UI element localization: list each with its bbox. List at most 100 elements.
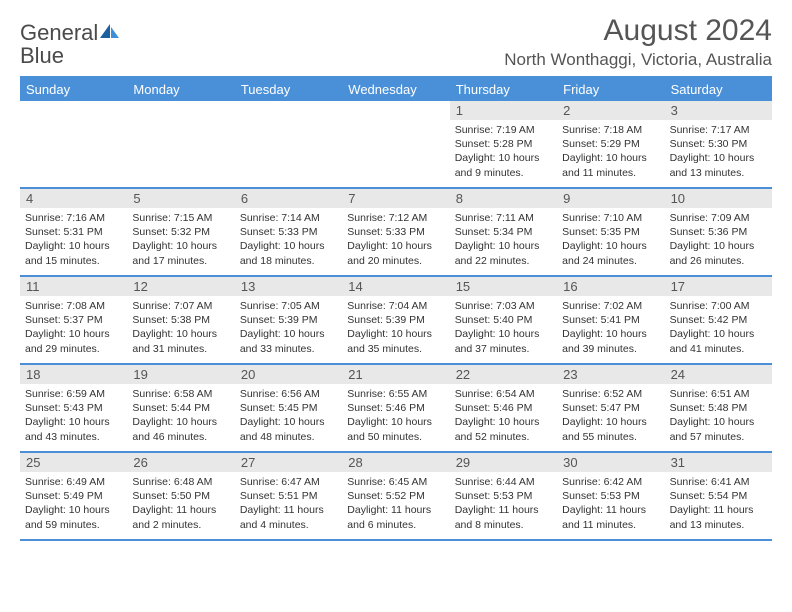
day-cell: 25Sunrise: 6:49 AMSunset: 5:49 PMDayligh…	[20, 453, 127, 539]
daylight-text: Daylight: 10 hours and 55 minutes.	[562, 415, 659, 443]
sunrise-text: Sunrise: 6:51 AM	[670, 387, 767, 401]
sunset-text: Sunset: 5:46 PM	[455, 401, 552, 415]
sunset-text: Sunset: 5:45 PM	[240, 401, 337, 415]
day-header-saturday: Saturday	[665, 79, 772, 101]
day-number: 25	[20, 453, 127, 472]
daylight-text: Daylight: 10 hours and 57 minutes.	[670, 415, 767, 443]
day-info: Sunrise: 7:02 AMSunset: 5:41 PMDaylight:…	[557, 296, 664, 362]
sunset-text: Sunset: 5:39 PM	[347, 313, 444, 327]
day-number: 21	[342, 365, 449, 384]
sunrise-text: Sunrise: 7:02 AM	[562, 299, 659, 313]
day-info: Sunrise: 7:00 AMSunset: 5:42 PMDaylight:…	[665, 296, 772, 362]
day-cell: 5Sunrise: 7:15 AMSunset: 5:32 PMDaylight…	[127, 189, 234, 275]
day-number: 8	[450, 189, 557, 208]
week-row: 1Sunrise: 7:19 AMSunset: 5:28 PMDaylight…	[20, 101, 772, 189]
sunrise-text: Sunrise: 7:08 AM	[25, 299, 122, 313]
day-info: Sunrise: 7:04 AMSunset: 5:39 PMDaylight:…	[342, 296, 449, 362]
daylight-text: Daylight: 11 hours and 11 minutes.	[562, 503, 659, 531]
week-row: 4Sunrise: 7:16 AMSunset: 5:31 PMDaylight…	[20, 189, 772, 277]
day-info: Sunrise: 7:08 AMSunset: 5:37 PMDaylight:…	[20, 296, 127, 362]
sunset-text: Sunset: 5:47 PM	[562, 401, 659, 415]
day-info: Sunrise: 7:12 AMSunset: 5:33 PMDaylight:…	[342, 208, 449, 274]
day-number: 9	[557, 189, 664, 208]
sunset-text: Sunset: 5:33 PM	[240, 225, 337, 239]
day-number: 17	[665, 277, 772, 296]
daylight-text: Daylight: 10 hours and 15 minutes.	[25, 239, 122, 267]
day-cell: 27Sunrise: 6:47 AMSunset: 5:51 PMDayligh…	[235, 453, 342, 539]
daylight-text: Daylight: 11 hours and 2 minutes.	[132, 503, 229, 531]
daylight-text: Daylight: 10 hours and 39 minutes.	[562, 327, 659, 355]
day-header-friday: Friday	[557, 79, 664, 101]
sunset-text: Sunset: 5:44 PM	[132, 401, 229, 415]
day-cell: 16Sunrise: 7:02 AMSunset: 5:41 PMDayligh…	[557, 277, 664, 363]
day-info: Sunrise: 7:19 AMSunset: 5:28 PMDaylight:…	[450, 120, 557, 186]
day-cell: 11Sunrise: 7:08 AMSunset: 5:37 PMDayligh…	[20, 277, 127, 363]
day-info: Sunrise: 6:48 AMSunset: 5:50 PMDaylight:…	[127, 472, 234, 538]
day-number: 31	[665, 453, 772, 472]
day-info: Sunrise: 6:54 AMSunset: 5:46 PMDaylight:…	[450, 384, 557, 450]
calendar: SundayMondayTuesdayWednesdayThursdayFrid…	[20, 76, 772, 541]
day-cell: 24Sunrise: 6:51 AMSunset: 5:48 PMDayligh…	[665, 365, 772, 451]
day-cell: 3Sunrise: 7:17 AMSunset: 5:30 PMDaylight…	[665, 101, 772, 187]
day-number: 19	[127, 365, 234, 384]
sunset-text: Sunset: 5:33 PM	[347, 225, 444, 239]
sunset-text: Sunset: 5:42 PM	[670, 313, 767, 327]
logo: General Blue	[20, 14, 120, 68]
day-cell: 21Sunrise: 6:55 AMSunset: 5:46 PMDayligh…	[342, 365, 449, 451]
logo-text-gray: General	[20, 20, 98, 45]
day-info: Sunrise: 7:17 AMSunset: 5:30 PMDaylight:…	[665, 120, 772, 186]
sunset-text: Sunset: 5:30 PM	[670, 137, 767, 151]
day-cell: 31Sunrise: 6:41 AMSunset: 5:54 PMDayligh…	[665, 453, 772, 539]
day-number: 30	[557, 453, 664, 472]
day-info: Sunrise: 6:58 AMSunset: 5:44 PMDaylight:…	[127, 384, 234, 450]
day-number: 18	[20, 365, 127, 384]
day-number: 23	[557, 365, 664, 384]
daylight-text: Daylight: 10 hours and 13 minutes.	[670, 151, 767, 179]
sunset-text: Sunset: 5:31 PM	[25, 225, 122, 239]
sunrise-text: Sunrise: 7:07 AM	[132, 299, 229, 313]
sunset-text: Sunset: 5:28 PM	[455, 137, 552, 151]
day-info: Sunrise: 7:03 AMSunset: 5:40 PMDaylight:…	[450, 296, 557, 362]
day-number: 12	[127, 277, 234, 296]
sunrise-text: Sunrise: 7:00 AM	[670, 299, 767, 313]
day-info: Sunrise: 7:14 AMSunset: 5:33 PMDaylight:…	[235, 208, 342, 274]
week-row: 18Sunrise: 6:59 AMSunset: 5:43 PMDayligh…	[20, 365, 772, 453]
sunrise-text: Sunrise: 6:59 AM	[25, 387, 122, 401]
day-cell: 15Sunrise: 7:03 AMSunset: 5:40 PMDayligh…	[450, 277, 557, 363]
sunset-text: Sunset: 5:54 PM	[670, 489, 767, 503]
title-block: August 2024 North Wonthaggi, Victoria, A…	[504, 14, 772, 70]
day-info: Sunrise: 6:42 AMSunset: 5:53 PMDaylight:…	[557, 472, 664, 538]
sunset-text: Sunset: 5:35 PM	[562, 225, 659, 239]
day-info: Sunrise: 6:52 AMSunset: 5:47 PMDaylight:…	[557, 384, 664, 450]
daylight-text: Daylight: 10 hours and 31 minutes.	[132, 327, 229, 355]
day-header-sunday: Sunday	[20, 79, 127, 101]
sunset-text: Sunset: 5:37 PM	[25, 313, 122, 327]
sunrise-text: Sunrise: 6:42 AM	[562, 475, 659, 489]
day-number: 4	[20, 189, 127, 208]
day-number: 27	[235, 453, 342, 472]
daylight-text: Daylight: 10 hours and 22 minutes.	[455, 239, 552, 267]
daylight-text: Daylight: 10 hours and 52 minutes.	[455, 415, 552, 443]
week-row: 11Sunrise: 7:08 AMSunset: 5:37 PMDayligh…	[20, 277, 772, 365]
day-number: 1	[450, 101, 557, 120]
daylight-text: Daylight: 10 hours and 24 minutes.	[562, 239, 659, 267]
sunset-text: Sunset: 5:52 PM	[347, 489, 444, 503]
sunset-text: Sunset: 5:38 PM	[132, 313, 229, 327]
sunset-text: Sunset: 5:36 PM	[670, 225, 767, 239]
sunset-text: Sunset: 5:49 PM	[25, 489, 122, 503]
daylight-text: Daylight: 10 hours and 26 minutes.	[670, 239, 767, 267]
day-cell: 20Sunrise: 6:56 AMSunset: 5:45 PMDayligh…	[235, 365, 342, 451]
day-cell: 12 Sunrise: 7:07 AMSunset: 5:38 PMDayligh…	[127, 277, 234, 363]
day-number: 29	[450, 453, 557, 472]
day-header-tuesday: Tuesday	[235, 79, 342, 101]
day-cell: 19Sunrise: 6:58 AMSunset: 5:44 PMDayligh…	[127, 365, 234, 451]
day-info: Sunrise: 7:15 AMSunset: 5:32 PMDaylight:…	[127, 208, 234, 274]
week-row: 25Sunrise: 6:49 AMSunset: 5:49 PMDayligh…	[20, 453, 772, 541]
sunset-text: Sunset: 5:50 PM	[132, 489, 229, 503]
daylight-text: Daylight: 11 hours and 13 minutes.	[670, 503, 767, 531]
day-cell: 28Sunrise: 6:45 AMSunset: 5:52 PMDayligh…	[342, 453, 449, 539]
sunrise-text: Sunrise: 7:05 AM	[240, 299, 337, 313]
day-number: 16	[557, 277, 664, 296]
daylight-text: Daylight: 10 hours and 48 minutes.	[240, 415, 337, 443]
day-number: 3	[665, 101, 772, 120]
